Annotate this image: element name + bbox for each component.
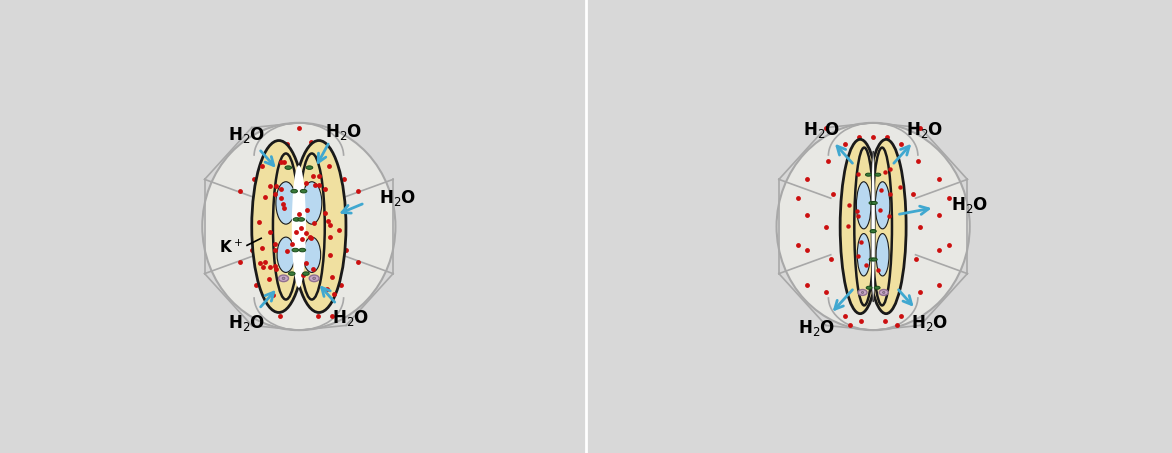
- Text: H$_2$O: H$_2$O: [803, 120, 840, 140]
- Ellipse shape: [292, 165, 306, 288]
- Ellipse shape: [299, 248, 306, 252]
- Ellipse shape: [275, 182, 295, 224]
- Ellipse shape: [870, 230, 877, 233]
- Ellipse shape: [252, 140, 306, 313]
- Ellipse shape: [313, 277, 315, 280]
- Ellipse shape: [288, 272, 295, 275]
- Ellipse shape: [309, 275, 319, 282]
- Ellipse shape: [300, 189, 307, 193]
- Ellipse shape: [879, 289, 888, 295]
- Ellipse shape: [868, 258, 875, 261]
- Ellipse shape: [299, 154, 325, 299]
- Ellipse shape: [292, 248, 299, 252]
- Text: H$_2$O: H$_2$O: [906, 120, 943, 140]
- Text: H$_2$O: H$_2$O: [798, 318, 836, 338]
- Ellipse shape: [282, 277, 285, 280]
- Ellipse shape: [861, 292, 864, 294]
- Ellipse shape: [777, 123, 969, 330]
- Ellipse shape: [304, 237, 321, 272]
- Ellipse shape: [285, 166, 292, 169]
- Text: H$_2$O: H$_2$O: [325, 122, 362, 142]
- Ellipse shape: [203, 123, 395, 330]
- Ellipse shape: [854, 148, 874, 305]
- Ellipse shape: [840, 140, 880, 313]
- Ellipse shape: [871, 202, 878, 204]
- Text: H$_2$O: H$_2$O: [229, 313, 266, 333]
- Ellipse shape: [874, 286, 880, 289]
- Ellipse shape: [875, 182, 890, 229]
- Ellipse shape: [865, 173, 871, 176]
- Ellipse shape: [872, 148, 892, 305]
- Text: H$_2$O: H$_2$O: [950, 195, 988, 215]
- Text: H$_2$O: H$_2$O: [229, 125, 266, 145]
- Text: H$_2$O: H$_2$O: [379, 188, 416, 208]
- Ellipse shape: [857, 234, 870, 276]
- Ellipse shape: [857, 182, 871, 229]
- Ellipse shape: [273, 154, 299, 299]
- Ellipse shape: [883, 292, 885, 294]
- Ellipse shape: [875, 173, 881, 176]
- Ellipse shape: [291, 189, 298, 193]
- Text: K$^+$: K$^+$: [219, 239, 243, 256]
- Ellipse shape: [870, 230, 877, 233]
- Ellipse shape: [302, 182, 322, 224]
- Ellipse shape: [866, 140, 906, 313]
- Ellipse shape: [868, 202, 875, 204]
- Ellipse shape: [298, 218, 305, 221]
- Ellipse shape: [306, 166, 313, 169]
- Ellipse shape: [871, 258, 878, 261]
- Ellipse shape: [292, 140, 346, 313]
- Text: H$_2$O: H$_2$O: [911, 313, 948, 333]
- Ellipse shape: [293, 218, 300, 221]
- Ellipse shape: [871, 151, 875, 302]
- Ellipse shape: [877, 234, 890, 276]
- Ellipse shape: [866, 286, 872, 289]
- Ellipse shape: [302, 272, 309, 275]
- Text: H$_2$O: H$_2$O: [332, 308, 369, 328]
- Ellipse shape: [277, 237, 294, 272]
- Ellipse shape: [858, 289, 867, 295]
- Ellipse shape: [279, 275, 288, 282]
